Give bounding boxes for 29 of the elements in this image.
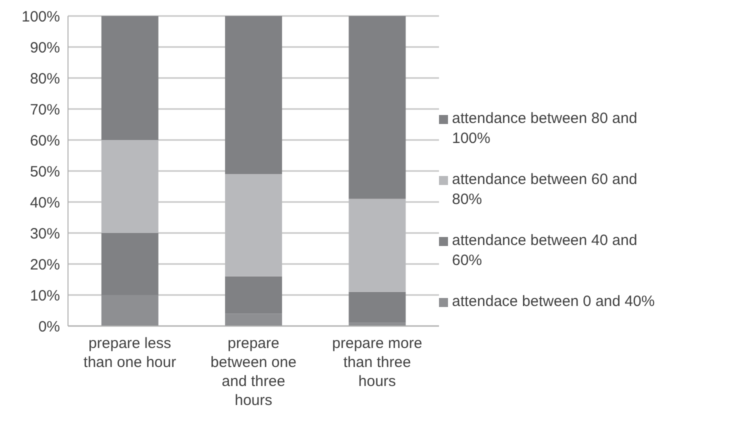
x-tick-label: prepare between one and three hours [210,335,296,409]
bar [225,174,282,276]
y-tick-label: 10% [30,287,60,304]
y-tick-label: 20% [30,256,60,274]
y-tick-label: 40% [30,194,60,212]
bar [225,276,282,314]
y-tick-label: 100% [22,8,60,26]
bar [348,16,406,199]
x-tick-label: prepare more than three hours [332,335,422,390]
legend-label: attendance between 80 and 100% [452,108,638,148]
bar [348,198,406,292]
y-tick-label: 30% [30,225,60,242]
bar [101,233,158,295]
legend-label: attendace between 0 and 40% [452,292,656,312]
bar [348,292,406,323]
bar [225,16,282,174]
legend-label: attendance between 60 and 80% [452,170,638,210]
bar [101,295,158,326]
y-tick-label: 60% [30,132,60,150]
y-tick-label: 90% [30,39,60,56]
legend-label: attendance between 40 and 60% [452,230,638,270]
bar [101,140,158,233]
bar [225,314,282,326]
y-tick-label: 70% [30,101,60,118]
y-tick-label: 0% [38,318,60,336]
y-tick-label: 80% [30,70,60,88]
y-tick-label: 50% [30,163,60,180]
x-tick-label: prepare less than one hour [84,335,176,371]
bar [101,16,158,140]
